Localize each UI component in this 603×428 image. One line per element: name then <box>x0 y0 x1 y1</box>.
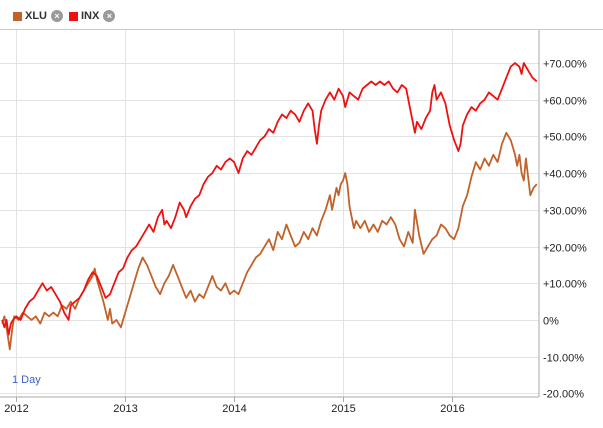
x-tick-label: 2014 <box>222 403 246 415</box>
x-tick-label: 2013 <box>113 403 137 415</box>
legend-label-inx: INX <box>81 10 100 22</box>
x-tick-label: 2012 <box>4 403 28 415</box>
series-line-xlu <box>1 131 538 351</box>
legend-divider <box>0 29 603 30</box>
xlu-swatch-icon <box>13 11 22 21</box>
x-axis-labels: 2012 2013 2014 2015 2016 <box>4 397 465 415</box>
legend-item-xlu[interactable]: XLU × <box>13 10 63 22</box>
remove-xlu-icon[interactable]: × <box>51 10 63 22</box>
y-tick-label: +20.00% <box>543 243 587 255</box>
x-tick-label: 2015 <box>331 403 355 415</box>
series-lines <box>1 62 538 351</box>
y-axis-labels: +70.00% +60.00% +50.00% +40.00% +30.00% +20.0… <box>543 59 587 401</box>
x-tick-label: 2016 <box>440 403 464 415</box>
y-tick-label: -10.00% <box>543 353 584 365</box>
period-label[interactable]: 1 Day <box>12 374 41 386</box>
legend-item-inx[interactable]: INX × <box>69 10 116 22</box>
inx-swatch-icon <box>69 11 78 21</box>
y-tick-label: +70.00% <box>543 59 587 71</box>
y-tick-label: +50.00% <box>543 132 587 144</box>
y-tick-label: +30.00% <box>543 206 587 218</box>
y-tick-label: +60.00% <box>543 96 587 108</box>
y-tick-label: 0% <box>543 316 559 328</box>
y-tick-label: +10.00% <box>543 279 587 291</box>
legend-label-xlu: XLU <box>25 10 47 22</box>
y-tick-label: -20.00% <box>543 389 584 401</box>
remove-inx-icon[interactable]: × <box>103 10 116 22</box>
legend: XLU × INX × <box>13 8 121 24</box>
series-line-inx <box>1 62 538 336</box>
grid-lines <box>0 30 539 397</box>
y-tick-label: +40.00% <box>543 169 587 181</box>
